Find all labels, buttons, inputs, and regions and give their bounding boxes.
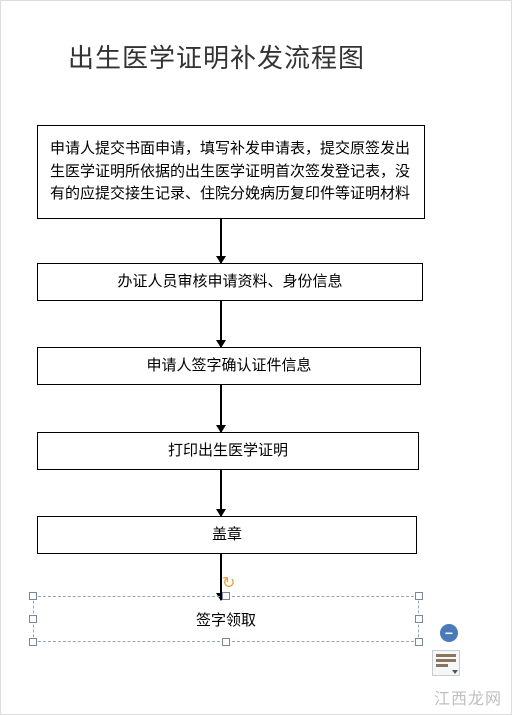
dropdown-caret-icon <box>452 670 458 674</box>
resize-handle-br[interactable] <box>415 638 423 646</box>
rotate-handle-icon[interactable]: ↻ <box>222 576 238 592</box>
resize-handle-mr[interactable] <box>415 615 423 623</box>
resize-handle-ml[interactable] <box>29 615 37 623</box>
flowchart-node-3[interactable]: 申请人签字确认证件信息 <box>37 347 421 385</box>
flowchart-arrow-1 <box>220 219 222 263</box>
option-badge-label: − <box>445 625 453 641</box>
layout-bar-icon <box>436 654 456 657</box>
layout-bar-icon <box>436 664 448 667</box>
resize-handle-tr[interactable] <box>415 592 423 600</box>
flowchart-node-1[interactable]: 申请人提交书面申请，填写补发申请表，提交原签发出生医学证明所依据的出生医学证明首… <box>37 125 425 219</box>
resize-handle-bm[interactable] <box>222 638 230 646</box>
node-6-label: 签字领取 <box>196 609 256 630</box>
flowchart-node-4[interactable]: 打印出生医学证明 <box>37 432 419 470</box>
flowchart-node-2[interactable]: 办证人员审核申请资料、身份信息 <box>37 263 423 301</box>
resize-handle-bl[interactable] <box>29 638 37 646</box>
node-1-label: 申请人提交书面申请，填写补发申请表，提交原签发出生医学证明所依据的出生医学证明首… <box>50 138 412 206</box>
node-3-label: 申请人签字确认证件信息 <box>146 355 311 378</box>
flowchart-node-6[interactable]: 签字领取 <box>37 600 415 638</box>
layout-bar-icon <box>436 659 456 662</box>
node-5-label: 盖章 <box>212 524 242 547</box>
layout-options-badge[interactable]: − <box>440 624 458 642</box>
watermark-text: 江西龙网 <box>434 685 502 709</box>
flowchart-arrow-2 <box>220 301 222 347</box>
flowchart-title: 出生医学证明补发流程图 <box>68 38 365 75</box>
flowchart-arrow-4 <box>220 470 222 516</box>
flowchart-node-5[interactable]: 盖章 <box>37 516 417 554</box>
flowchart-arrow-3 <box>220 385 222 432</box>
node-2-label: 办证人员审核申请资料、身份信息 <box>117 271 342 294</box>
layout-options-icon[interactable] <box>432 650 460 676</box>
node-4-label: 打印出生医学证明 <box>168 440 288 463</box>
resize-handle-tl[interactable] <box>29 592 37 600</box>
